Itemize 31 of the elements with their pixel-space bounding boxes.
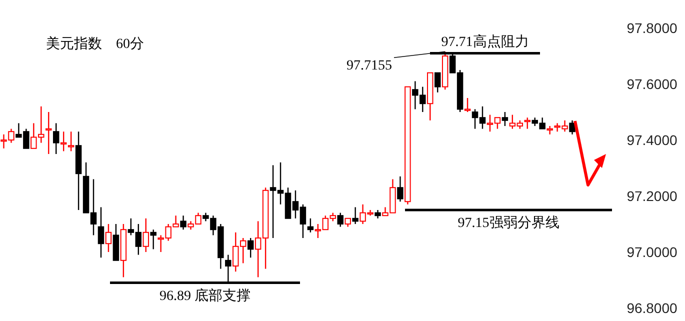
candlestick xyxy=(68,131,74,152)
candlestick xyxy=(52,122,60,155)
candlestick xyxy=(307,218,314,233)
candlestick xyxy=(569,120,576,135)
candlestick xyxy=(502,111,508,127)
candlestick xyxy=(434,72,441,93)
y-tick-label: 97.2000 xyxy=(626,188,678,204)
ref-line-label: 97.71高点阻力 xyxy=(441,34,529,50)
y-tick-label: 97.8000 xyxy=(626,20,678,36)
candlestick xyxy=(46,111,52,155)
text: 美元指数 60分 xyxy=(46,36,144,52)
candlestick xyxy=(337,212,344,228)
candlestick xyxy=(464,97,471,113)
ref-line-label: 96.89 底部支撑 xyxy=(160,288,250,304)
y-tick-label: 97.6000 xyxy=(626,76,678,92)
candlestick xyxy=(524,117,530,130)
y-tick-label: 96.8000 xyxy=(626,300,678,316)
candlestick xyxy=(105,223,112,253)
ref-line-label: 97.15强弱分界线 xyxy=(458,215,560,231)
candlestick xyxy=(546,125,553,135)
candlestick xyxy=(150,229,156,250)
candlestick xyxy=(98,206,104,258)
candlestick xyxy=(352,206,358,225)
y-tick-label: 97.4000 xyxy=(626,132,678,148)
candlestick xyxy=(142,218,149,253)
candlestick xyxy=(397,176,404,202)
y-tick-label: 97.0000 xyxy=(626,244,678,260)
candlestick xyxy=(247,237,254,258)
candlestick xyxy=(60,131,67,152)
annotation: 97.7155 xyxy=(346,58,392,74)
candlestick xyxy=(180,215,186,230)
